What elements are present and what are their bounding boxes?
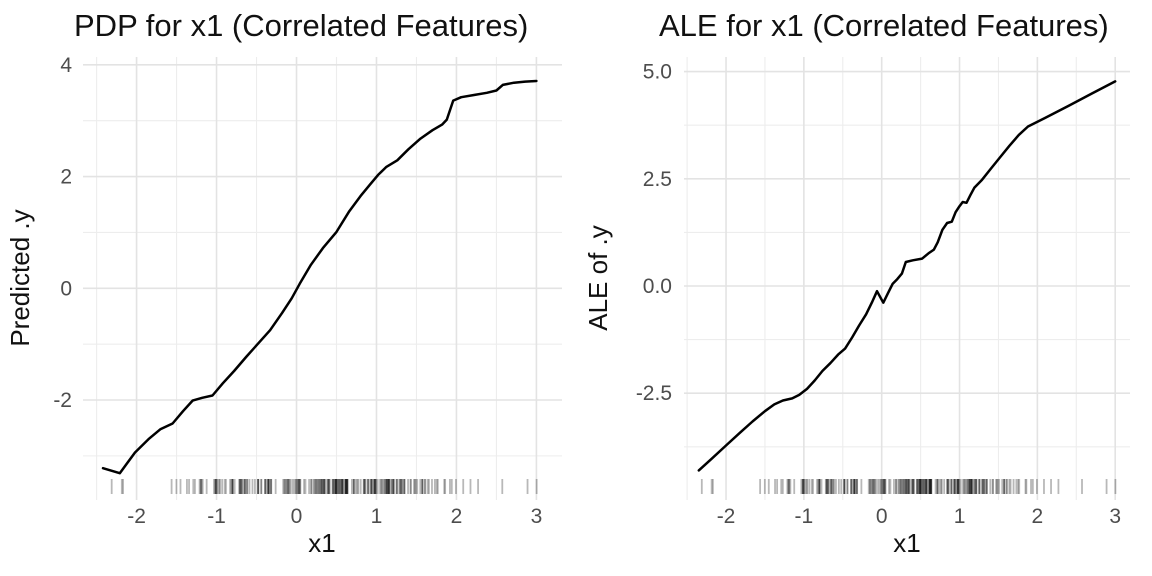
ale-x-axis-title: x1	[893, 528, 921, 558]
y-tick-label: 2	[60, 166, 72, 189]
x-tick-label: 1	[371, 505, 383, 528]
grid-minor	[684, 57, 1130, 500]
pdp-plot-area: -2 -1 0 1 2 3 4 2 0 -2	[53, 54, 562, 528]
x-tick-label: -2	[717, 505, 736, 528]
rug-marks	[110, 479, 538, 494]
y-tick-label: -2	[53, 389, 72, 412]
x-tick-label: 3	[531, 505, 543, 528]
y-tick-label: 0	[60, 277, 72, 300]
x-tick-label: 3	[1109, 505, 1121, 528]
pdp-chart-panel: PDP for x1 (Correlated Features) Predict…	[5, 8, 562, 558]
ale-plot-area: -2 -1 0 1 2 3 5.0 2.5 0.0 -2.5	[636, 57, 1130, 528]
pdp-curve	[101, 79, 538, 475]
y-tick-label: 5.0	[643, 61, 672, 84]
y-tick-label: -2.5	[636, 382, 672, 405]
rug-marks	[700, 479, 1117, 494]
pdp-x-axis-title: x1	[308, 528, 336, 558]
grid-major	[684, 57, 1130, 500]
pdp-plot-title: PDP for x1 (Correlated Features)	[74, 8, 529, 43]
x-tick-label: 1	[954, 505, 966, 528]
ale-chart-panel: ALE for x1 (Correlated Features) ALE of …	[576, 0, 1152, 576]
x-tick-label: 2	[451, 505, 463, 528]
ale-plot-title: ALE for x1 (Correlated Features)	[659, 8, 1109, 43]
x-tick-label: -1	[207, 505, 226, 528]
y-tick-label: 2.5	[643, 168, 672, 191]
x-tick-label: -1	[795, 505, 814, 528]
x-tick-label: 2	[1032, 505, 1044, 528]
x-tick-label: -2	[127, 505, 146, 528]
x-tick-label: 0	[876, 505, 888, 528]
tick-labels: -2 -1 0 1 2 3 4 2 0 -2	[53, 54, 542, 528]
y-tick-label: 4	[60, 54, 72, 77]
ale-curve	[697, 80, 1117, 472]
y-tick-label: 0.0	[643, 275, 672, 298]
pdp-y-axis-title: Predicted .y	[5, 209, 35, 347]
tick-labels: -2 -1 0 1 2 3 5.0 2.5 0.0 -2.5	[636, 61, 1121, 528]
x-tick-label: 0	[291, 505, 303, 528]
ale-y-axis-title: ALE of .y	[583, 225, 613, 331]
grid-major	[83, 57, 562, 500]
grid-minor	[83, 57, 562, 500]
